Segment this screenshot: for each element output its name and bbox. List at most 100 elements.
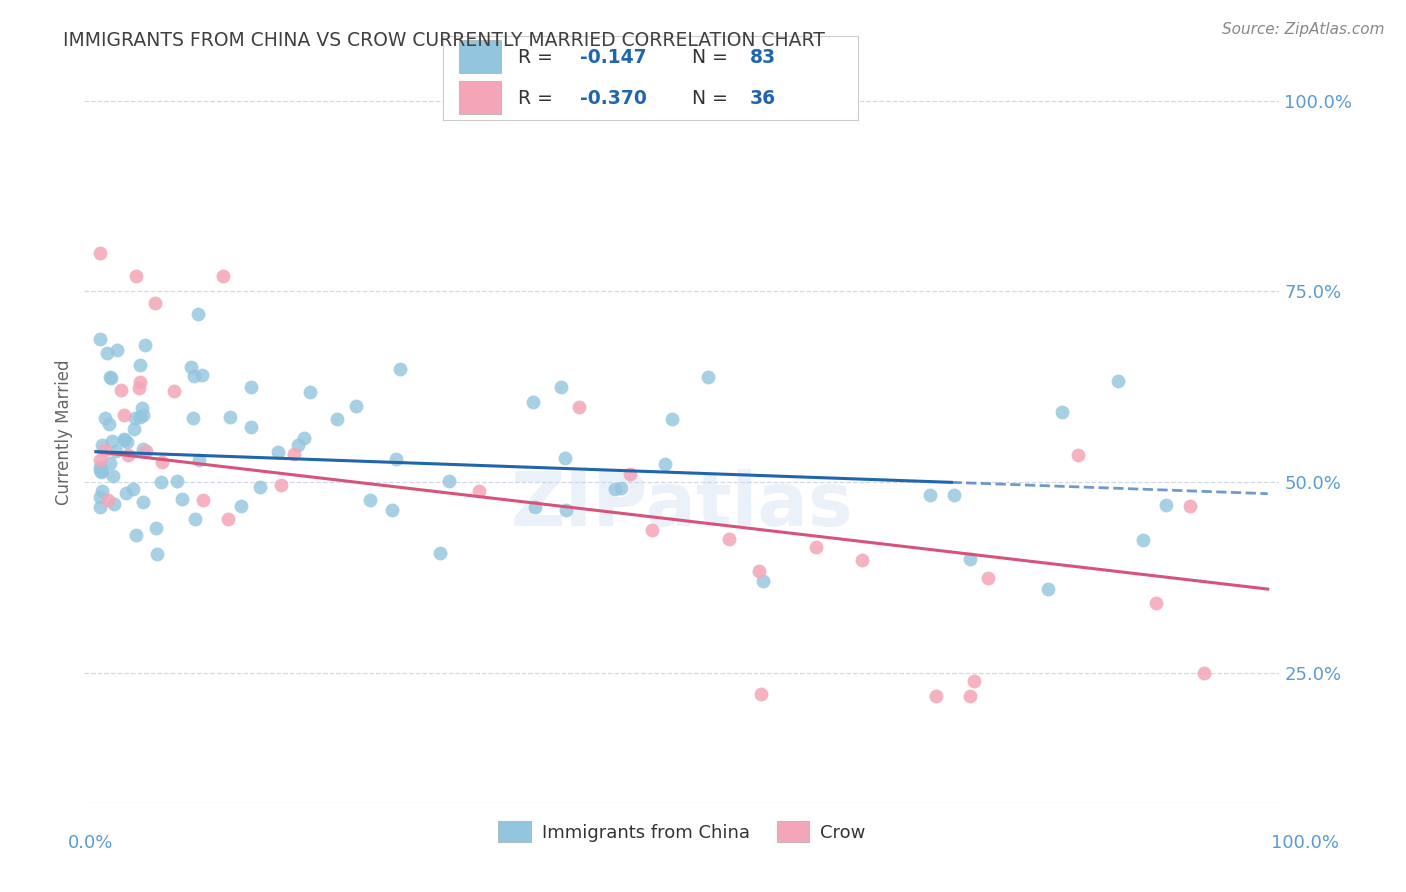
Point — [89, 463, 111, 477]
Point — [190, 368, 212, 383]
Point — [963, 673, 986, 688]
Point — [1144, 596, 1167, 610]
Point — [91, 465, 114, 479]
Point — [115, 435, 138, 450]
Point — [101, 469, 124, 483]
Point — [91, 484, 114, 499]
Point — [619, 467, 641, 481]
Point — [162, 384, 184, 399]
Point — [90, 465, 112, 479]
Bar — [460, 81, 501, 113]
Point — [959, 552, 981, 566]
Point — [184, 512, 207, 526]
Point — [439, 474, 461, 488]
Point — [132, 442, 155, 456]
Point — [134, 338, 156, 352]
Point — [696, 370, 718, 384]
Point — [100, 371, 122, 385]
Point — [188, 453, 211, 467]
Point — [90, 438, 112, 452]
Point — [128, 381, 150, 395]
Point — [283, 447, 305, 461]
Point — [718, 532, 741, 546]
Point — [150, 475, 173, 490]
Text: 0.0%: 0.0% — [67, 834, 112, 852]
Point — [105, 343, 128, 357]
Text: -0.147: -0.147 — [579, 48, 647, 67]
Point — [1036, 582, 1059, 596]
Point — [751, 687, 773, 701]
Point — [145, 547, 167, 561]
Point — [89, 491, 111, 505]
Bar — [460, 40, 501, 73]
Point — [125, 528, 148, 542]
Point — [925, 689, 948, 703]
Point — [145, 521, 167, 535]
Point — [851, 553, 873, 567]
Point — [806, 540, 828, 554]
Point — [94, 410, 117, 425]
Point — [97, 493, 120, 508]
Point — [523, 500, 546, 514]
Point — [468, 484, 491, 499]
Point — [641, 523, 664, 537]
Point — [98, 456, 121, 470]
Point — [522, 395, 544, 409]
Point — [98, 370, 121, 384]
Point — [110, 384, 132, 398]
Point — [212, 269, 235, 284]
Point — [1132, 533, 1154, 547]
Text: R =: R = — [517, 89, 558, 108]
Text: N =: N = — [692, 89, 734, 108]
Point — [1192, 666, 1215, 681]
Point — [1050, 405, 1073, 419]
Point — [135, 443, 157, 458]
Text: IMMIGRANTS FROM CHINA VS CROW CURRENTLY MARRIED CORRELATION CHART: IMMIGRANTS FROM CHINA VS CROW CURRENTLY … — [63, 31, 825, 50]
Legend: Immigrants from China, Crow: Immigrants from China, Crow — [491, 814, 873, 849]
Point — [100, 434, 122, 448]
Point — [132, 408, 155, 422]
Point — [219, 409, 242, 424]
Point — [93, 442, 115, 457]
Point — [103, 497, 125, 511]
Point — [748, 565, 770, 579]
Point — [943, 488, 966, 502]
Point — [172, 492, 194, 507]
Point — [959, 689, 981, 703]
Point — [112, 432, 135, 446]
Point — [326, 412, 349, 426]
Text: 100.0%: 100.0% — [1271, 834, 1339, 852]
Point — [249, 480, 271, 494]
Point — [129, 375, 152, 389]
Point — [180, 360, 202, 375]
Point — [105, 443, 128, 458]
Text: -0.370: -0.370 — [579, 89, 647, 108]
Point — [389, 361, 412, 376]
Point — [298, 385, 321, 400]
Point — [150, 455, 173, 469]
Text: R =: R = — [517, 48, 558, 67]
Point — [555, 502, 578, 516]
Point — [381, 502, 404, 516]
Text: N =: N = — [692, 48, 734, 67]
Point — [751, 574, 773, 589]
Point — [1066, 448, 1088, 462]
Point — [181, 411, 204, 425]
Point — [112, 433, 135, 447]
Point — [131, 401, 153, 416]
Point — [128, 358, 150, 372]
Point — [654, 457, 676, 471]
Point — [287, 438, 309, 452]
Text: 83: 83 — [749, 48, 776, 67]
Point — [240, 380, 263, 394]
Point — [89, 246, 111, 260]
Point — [125, 269, 148, 284]
Text: ZIPatlas: ZIPatlas — [510, 468, 853, 541]
Point — [121, 482, 143, 496]
Point — [117, 448, 139, 462]
Point — [918, 488, 941, 502]
Y-axis label: Currently Married: Currently Married — [55, 359, 73, 506]
Point — [661, 412, 683, 426]
Point — [191, 492, 214, 507]
Point — [89, 500, 111, 514]
